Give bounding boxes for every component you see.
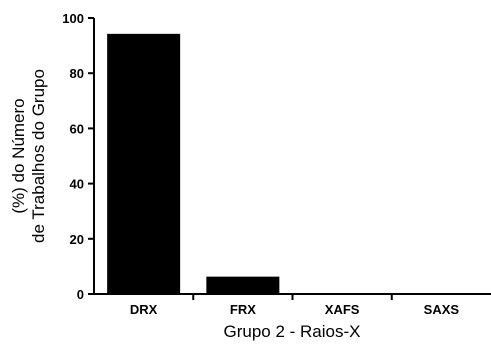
x-axis: DRX FRX XAFS SAXS <box>94 293 491 317</box>
x-tick-label: SAXS <box>424 302 460 317</box>
x-tick-label: DRX <box>130 302 158 317</box>
bar-drx <box>107 33 181 295</box>
x-tick-label: XAFS <box>325 302 360 317</box>
y-tick-label: 80 <box>70 66 84 81</box>
x-tick-label: FRX <box>230 302 256 317</box>
bars <box>107 33 280 295</box>
x-axis-title: Grupo 2 - Raios-X <box>224 322 361 341</box>
y-tick-label: 100 <box>62 11 84 26</box>
y-tick-label: 40 <box>70 177 84 192</box>
y-tick-label: 60 <box>70 121 84 136</box>
y-tick-label: 20 <box>70 232 84 247</box>
bar-frx <box>206 276 280 295</box>
y-axis-title-line-1: (%) do Número <box>9 98 28 213</box>
y-tick-label: 0 <box>77 287 84 302</box>
y-axis: 0 20 40 60 80 100 <box>62 11 95 302</box>
y-axis-title-line-2: de Trabalhos do Grupo <box>29 69 48 243</box>
